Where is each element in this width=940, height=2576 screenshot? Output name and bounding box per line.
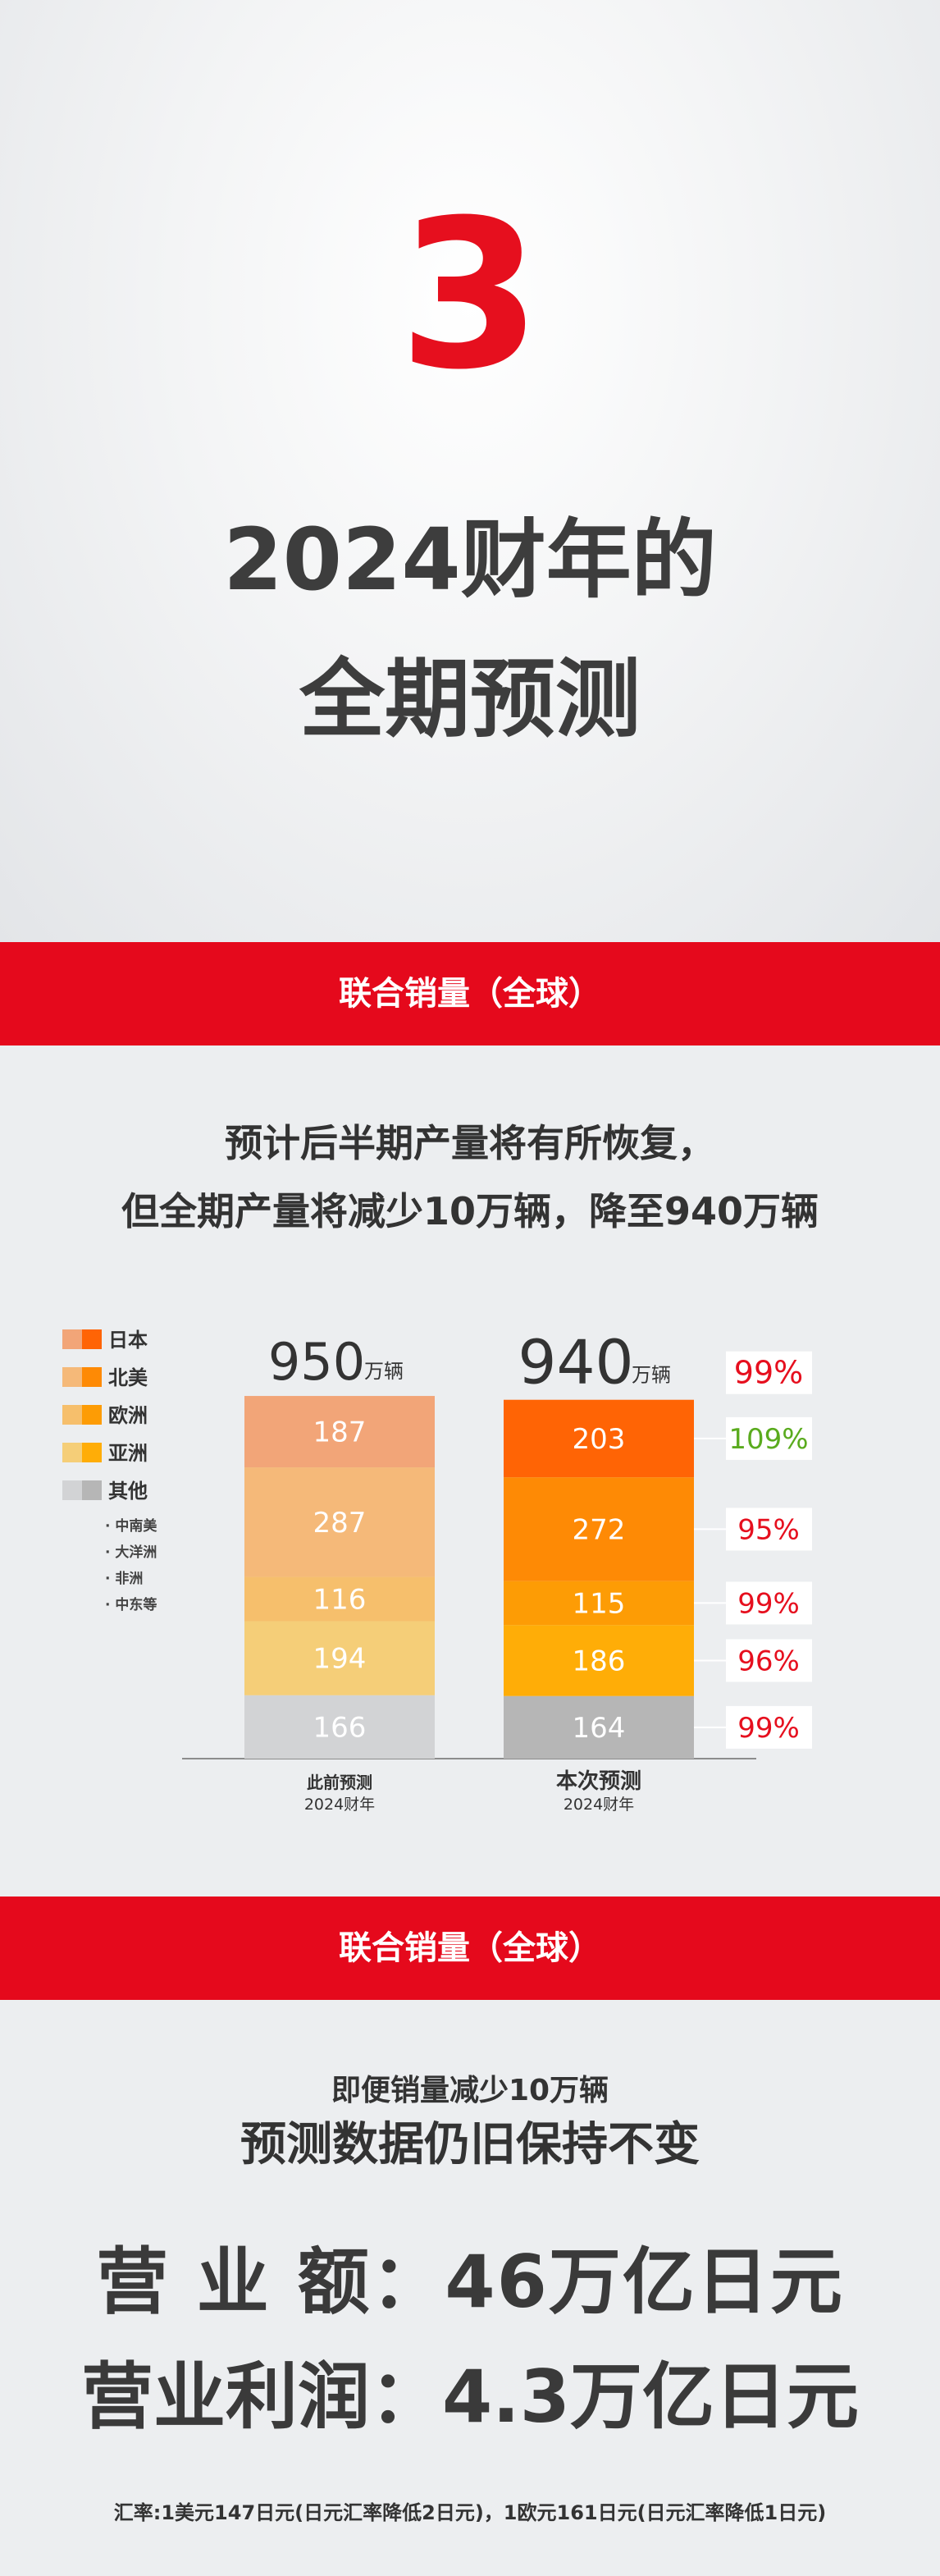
legend-swatch-right-0: [82, 1329, 102, 1349]
section2-subtitle-line1: 即便销量减少10万辆: [331, 2074, 609, 2107]
legend-swatch-left-3: [62, 1443, 82, 1462]
ratio-tag-4: [726, 1416, 812, 1460]
data-label-1-1: 186: [573, 1645, 626, 1677]
ratio-tag-2: [726, 1581, 812, 1625]
legend-note-0: · 中南美: [105, 1517, 157, 1535]
total-value-0: 950: [268, 1332, 365, 1392]
bar-segment-0-2: [244, 1576, 435, 1622]
bar-segment-1-2: [504, 1581, 694, 1626]
legend-swatch-left-4: [62, 1480, 82, 1500]
data-label-0-3: 287: [313, 1507, 367, 1540]
legend-swatch-right-2: [82, 1405, 102, 1425]
section1-band: 联合销量（全球）: [0, 942, 940, 1045]
legend-swatch-left-0: [62, 1329, 82, 1349]
bar-segment-0-3: [244, 1467, 435, 1577]
hero-title-line2: 全期预测: [299, 649, 641, 749]
data-label-1-2: 115: [573, 1587, 626, 1620]
section2-band: 联合销量（全球）: [0, 1897, 940, 2000]
legend-label-1: 北美: [108, 1366, 148, 1389]
hero-section: 3 2024财年的 全期预测: [0, 0, 940, 942]
exchange-rate-note: 汇率:1美元147日元(日元汇率降低2日元)，1欧元161日元(日元汇率降低1日…: [113, 2501, 827, 2524]
bar-segment-1-3: [504, 1477, 694, 1581]
ratio-tag-0: [726, 1705, 812, 1749]
legend-swatch-left-1: [62, 1367, 82, 1387]
data-label-1-4: 203: [573, 1423, 626, 1456]
section1-subtitle-line1: 预计后半期产量将有所恢复，: [225, 1121, 715, 1165]
data-label-0-0: 166: [313, 1711, 367, 1744]
bar-segment-1-0: [504, 1695, 694, 1759]
legend-label-3: 亚洲: [108, 1442, 148, 1465]
ratio-label-2: 99%: [737, 1587, 800, 1620]
category-sublabel-1: 2024财年: [564, 1796, 634, 1814]
total-value-1: 940: [518, 1328, 633, 1398]
legend-swatch-right-3: [82, 1443, 102, 1462]
legend-swatch-left-2: [62, 1405, 82, 1425]
ratio-label-4: 109%: [728, 1423, 808, 1456]
legend-label-4: 其他: [108, 1480, 148, 1503]
legend-label-0: 日本: [108, 1329, 148, 1352]
data-label-1-3: 272: [573, 1513, 626, 1546]
total-ratio-label: 99%: [734, 1355, 803, 1391]
data-label-0-4: 187: [313, 1416, 367, 1449]
section1-subtitle-line2: 但全期产量将减少10万辆，降至940万辆: [121, 1189, 819, 1233]
legend-note-3: · 中东等: [105, 1596, 157, 1613]
legend-note-1: · 大洋洲: [105, 1544, 157, 1561]
legend-swatch-right-1: [82, 1367, 102, 1387]
ratio-label-1: 96%: [737, 1645, 800, 1677]
section-number: 3: [399, 176, 541, 414]
legend-label-2: 欧洲: [108, 1404, 148, 1427]
section2-subtitle-line2: 预测数据仍旧保持不变: [240, 2118, 700, 2171]
revenue-forecast: 营 业 额：46万亿日元: [96, 2240, 844, 2324]
hero-title-line1: 2024财年的: [223, 510, 717, 610]
ratio-label-0: 99%: [737, 1712, 800, 1745]
ratio-label-3: 95%: [737, 1513, 800, 1546]
total-unit-1: 万辆: [632, 1364, 671, 1387]
ratio-tag-1: [726, 1639, 812, 1682]
bar-segment-1-4: [504, 1399, 694, 1478]
data-label-0-2: 116: [313, 1584, 367, 1617]
total-ratio-tag: [726, 1351, 812, 1394]
category-label-1: 本次预测: [556, 1769, 641, 1794]
bar-segment-1-1: [504, 1625, 694, 1696]
data-label-1-0: 164: [573, 1712, 626, 1745]
ratio-tag-3: [726, 1508, 812, 1551]
data-label-0-1: 194: [313, 1643, 367, 1676]
legend-swatch-right-4: [82, 1480, 102, 1500]
legend-note-2: · 非洲: [105, 1570, 143, 1587]
operating-profit-forecast: 营业利润：4.3万亿日元: [81, 2354, 859, 2439]
bar-segment-0-1: [244, 1621, 435, 1695]
category-label-0: 此前预测: [307, 1773, 372, 1792]
bar-segment-0-4: [244, 1396, 435, 1468]
total-unit-0: 万辆: [364, 1360, 404, 1383]
category-sublabel-0: 2024财年: [304, 1796, 375, 1814]
bar-segment-0-0: [244, 1695, 435, 1759]
